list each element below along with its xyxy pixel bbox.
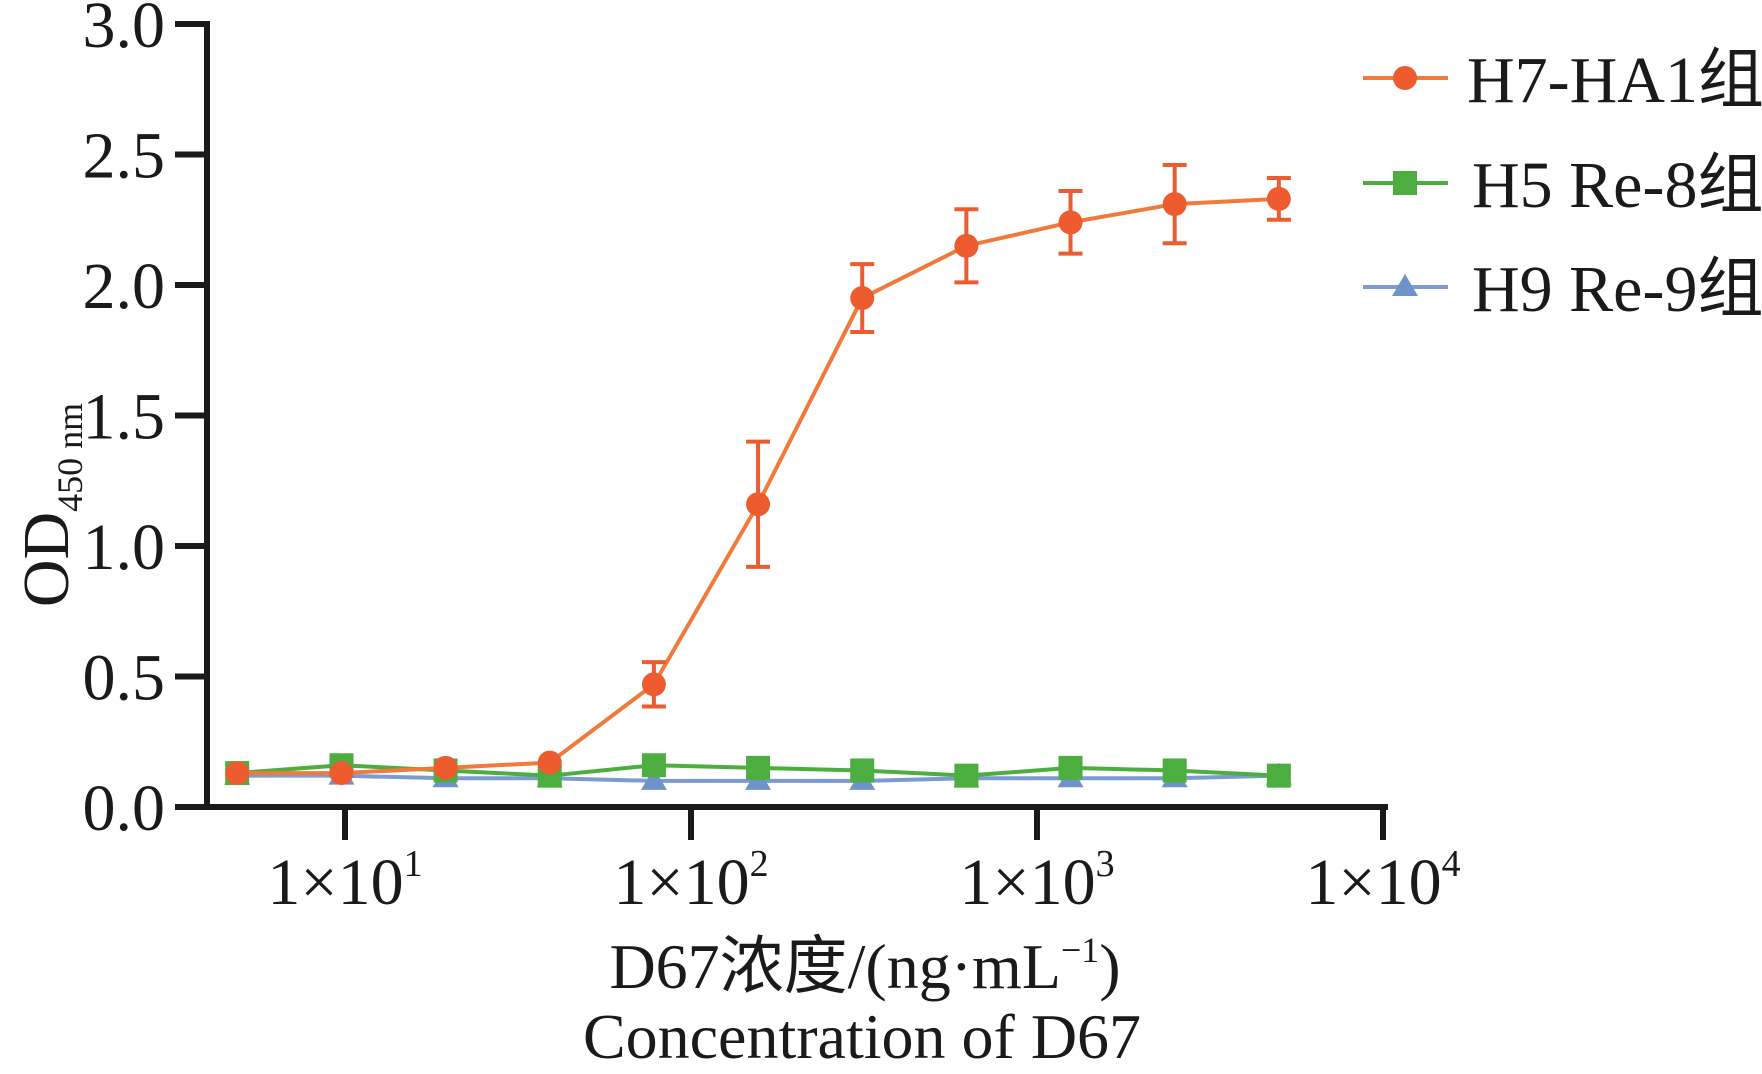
x-tick-label: 1×104: [1305, 843, 1460, 919]
y-tick-label: 3.0: [83, 0, 166, 62]
data-point: [1058, 755, 1083, 780]
y-tick-label: 1.0: [83, 511, 166, 584]
data-point: [954, 233, 979, 258]
data-point: [1266, 763, 1291, 788]
legend-marker-triangle-icon: [1392, 274, 1418, 296]
legend-marker-circle-icon: [1393, 66, 1417, 90]
legend-item: H5 Re-8组: [1363, 149, 1762, 222]
data-point: [641, 753, 666, 778]
y-ticks: 0.0 0.5 1.0 1.5 2.0 2.5 3.0: [83, 0, 207, 845]
x-tick-exponent: 4: [1442, 843, 1461, 885]
data-point: [433, 755, 458, 780]
data-point: [1266, 186, 1291, 211]
data-point: [329, 761, 354, 786]
legend: H7-HA1组 H5 Re-8组 H9 Re-9组: [1363, 44, 1762, 326]
x-tick-mantissa: 1×10: [959, 846, 1095, 919]
x-tick-label: 1×103: [959, 843, 1114, 919]
x-axis-title-line2: Concentration of D67: [583, 1001, 1141, 1072]
data-point: [1162, 758, 1187, 783]
data-point: [954, 763, 979, 788]
data-point: [746, 755, 771, 780]
y-axis-title: OD450 nm: [10, 403, 90, 607]
y-tick-label: 1.5: [83, 381, 166, 454]
y-tick-label: 0.0: [83, 772, 166, 845]
legend-label: H7-HA1组: [1467, 44, 1762, 117]
y-axis-title-main: OD: [10, 512, 83, 607]
svg-text:OD450 nm: OD450 nm: [10, 403, 90, 607]
x-tick-exponent: 3: [1096, 843, 1115, 885]
y-tick-label: 2.5: [83, 120, 166, 193]
x-tick-label: 1×102: [613, 843, 768, 919]
data-point: [850, 758, 875, 783]
y-tick-label: 0.5: [83, 642, 166, 715]
x-axis-title: D67浓度/(ng·mL−1) Concentration of D67: [583, 930, 1141, 1072]
axes: [204, 21, 1388, 810]
x-tick-exponent: 1: [404, 843, 423, 885]
data-point: [225, 761, 250, 786]
y-tick-label: 2.0: [83, 250, 166, 323]
data-point: [746, 492, 771, 517]
y-axis-title-subscript: 450 nm: [50, 403, 90, 512]
data-point: [850, 286, 875, 311]
series-circle: [225, 162, 1291, 786]
x-axis-title-superscript: −1: [1061, 930, 1099, 970]
x-axis-title-prefix: D67浓度/(ng·mL: [609, 931, 1061, 1002]
data-point: [641, 672, 666, 697]
x-tick-mantissa: 1×10: [613, 846, 749, 919]
data-point: [1162, 192, 1187, 217]
data-point: [640, 767, 667, 790]
x-axis-title-line1: D67浓度/(ng·mL−1): [609, 930, 1120, 1002]
legend-label: H5 Re-8组: [1472, 149, 1762, 222]
x-tick-mantissa: 1×10: [1305, 846, 1441, 919]
series-layer: [224, 162, 1292, 790]
x-tick-mantissa: 1×10: [267, 846, 403, 919]
data-point: [537, 750, 562, 775]
x-axis-title-suffix: ): [1099, 931, 1120, 1002]
legend-label: H9 Re-9组: [1472, 253, 1762, 326]
legend-item: H7-HA1组: [1363, 44, 1762, 117]
x-tick-label: 1×101: [267, 843, 422, 919]
legend-marker-square-icon: [1393, 171, 1417, 195]
x-ticks: 1×101 1×102 1×103 1×104: [267, 807, 1461, 919]
legend-item: H9 Re-9组: [1363, 253, 1762, 326]
data-point: [1058, 210, 1083, 235]
x-tick-exponent: 2: [750, 843, 769, 885]
